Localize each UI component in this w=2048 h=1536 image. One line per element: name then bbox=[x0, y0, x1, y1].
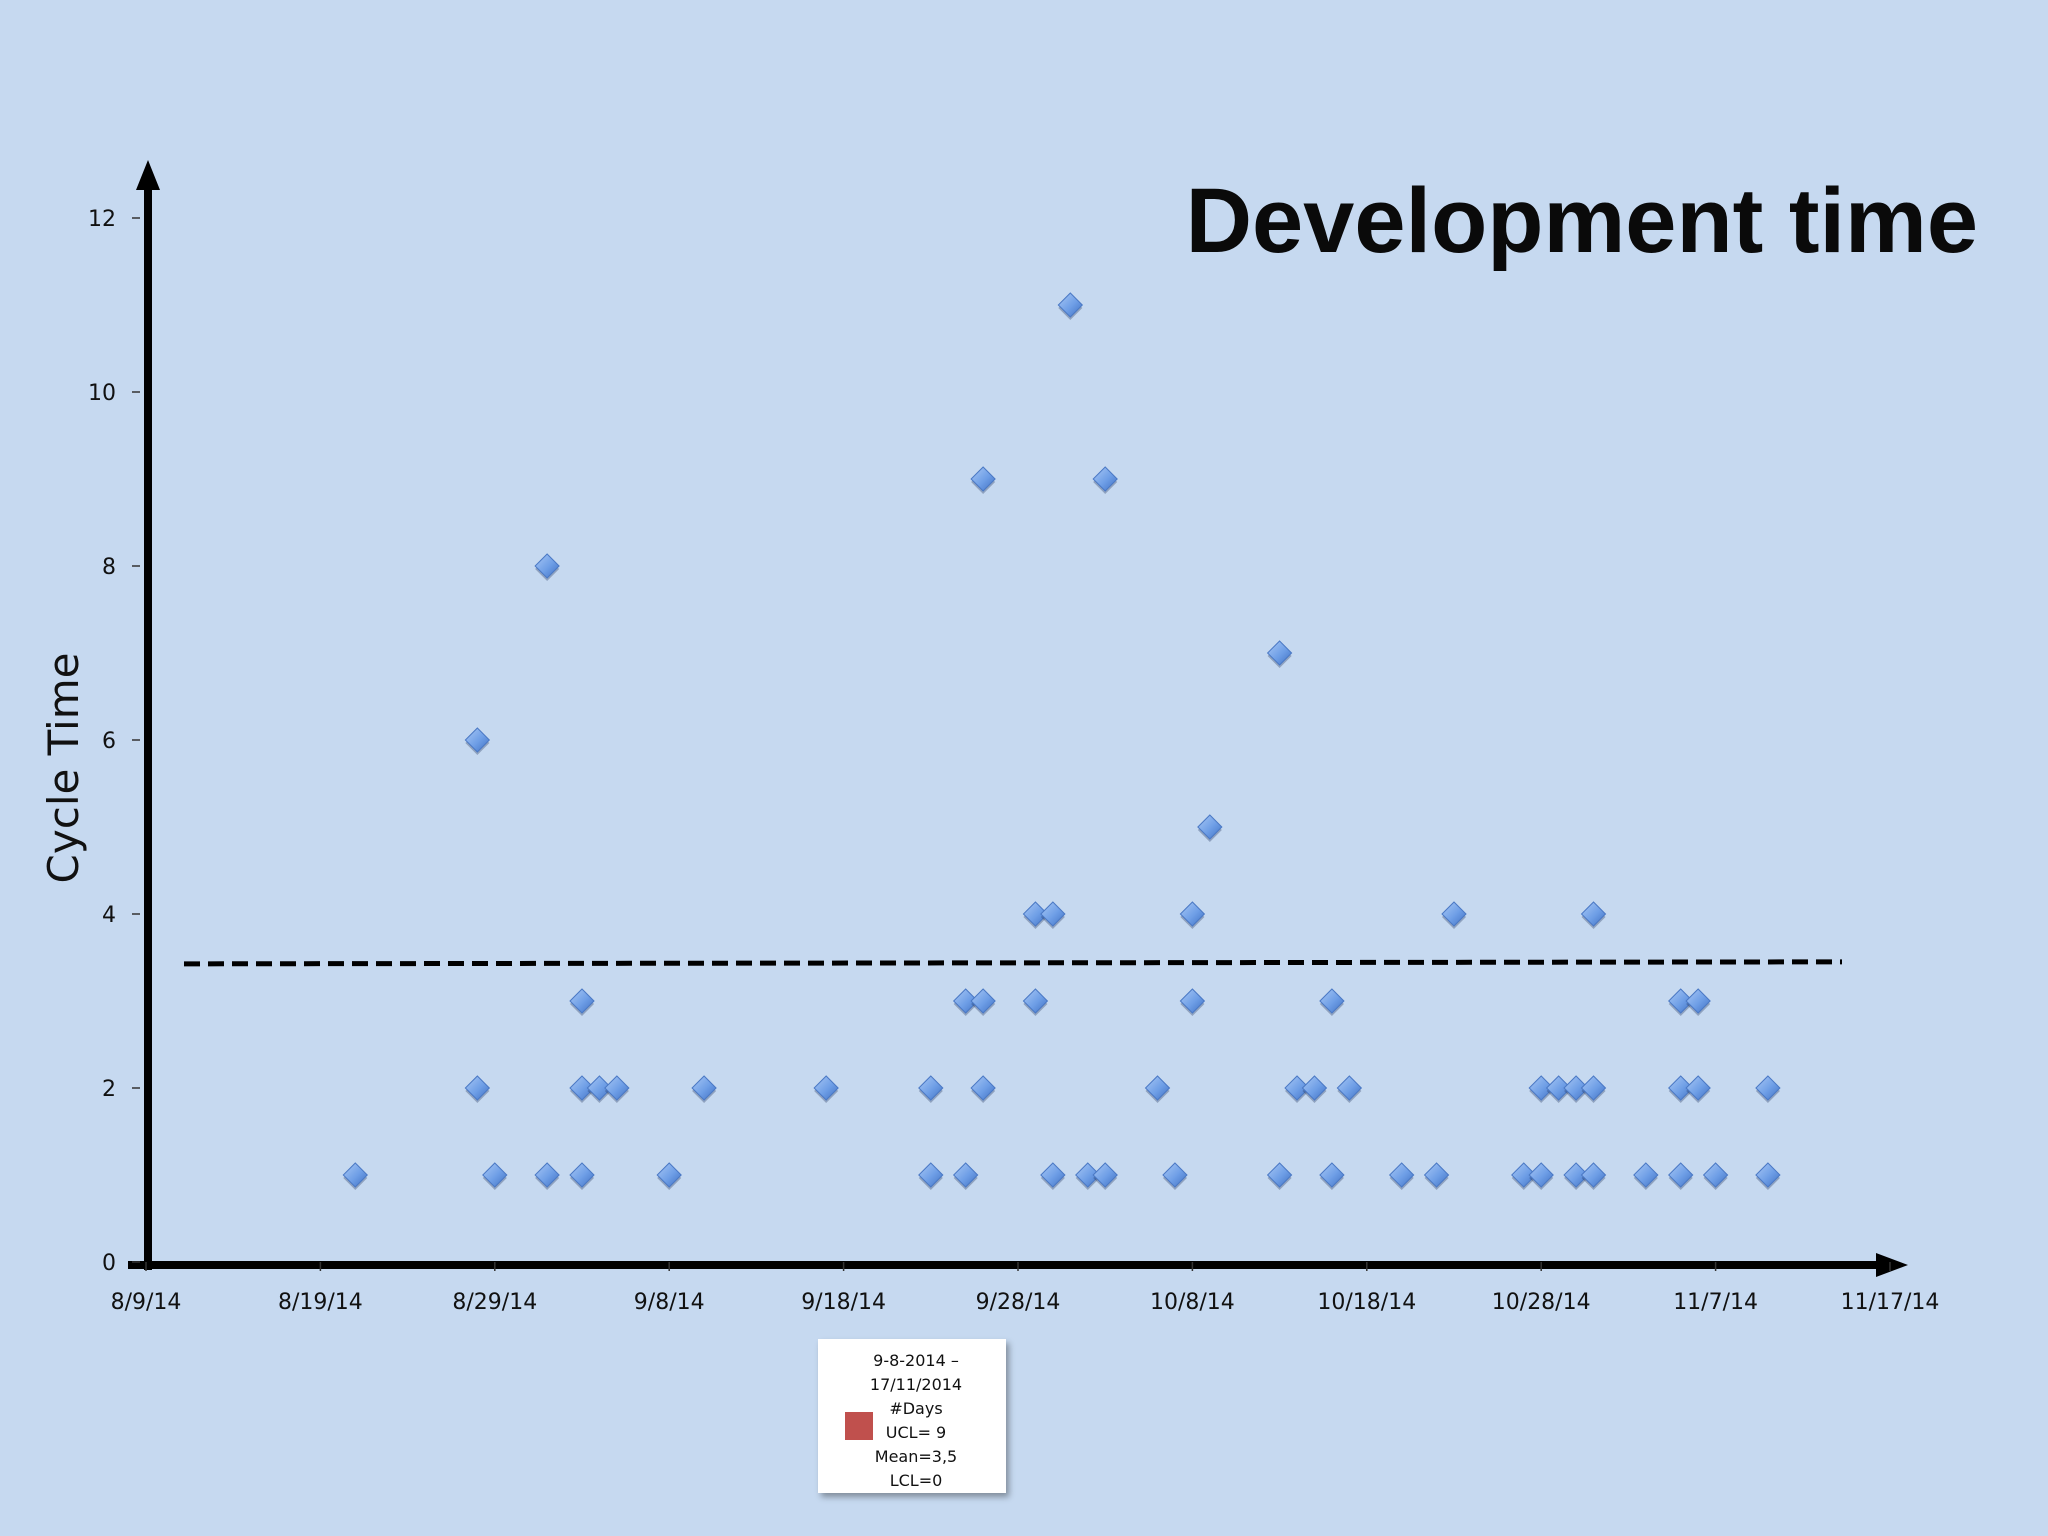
legend-swatch bbox=[845, 1412, 873, 1440]
data-point bbox=[952, 988, 979, 1014]
data-points bbox=[342, 292, 1781, 1190]
data-point bbox=[970, 466, 996, 492]
x-tick-label: 9/8/14 bbox=[634, 1290, 705, 1315]
y-tick-label: 6 bbox=[102, 729, 116, 754]
mean-line bbox=[183, 959, 1843, 967]
data-point bbox=[464, 727, 491, 753]
data-point bbox=[1022, 901, 1049, 927]
data-point bbox=[1528, 1162, 1554, 1188]
data-point bbox=[970, 1075, 996, 1101]
data-point bbox=[1179, 988, 1206, 1014]
data-point bbox=[1633, 1162, 1659, 1188]
data-point bbox=[1057, 292, 1084, 318]
data-point bbox=[1092, 466, 1118, 492]
data-point bbox=[342, 1162, 368, 1188]
data-point bbox=[1075, 1162, 1101, 1188]
data-point bbox=[604, 1075, 630, 1101]
data-point bbox=[569, 988, 595, 1014]
y-tick-label: 2 bbox=[102, 1077, 116, 1102]
data-point bbox=[1563, 1162, 1589, 1188]
data-point bbox=[1301, 1075, 1328, 1101]
data-point bbox=[1319, 1162, 1345, 1188]
data-point bbox=[1266, 640, 1293, 666]
data-point bbox=[1423, 1162, 1450, 1188]
legend-line: 9-8-2014 – bbox=[873, 1351, 959, 1370]
x-tick-label: 10/8/14 bbox=[1150, 1290, 1235, 1315]
data-point bbox=[813, 1075, 839, 1101]
data-point bbox=[1284, 1075, 1310, 1101]
axes bbox=[128, 160, 1908, 1277]
data-point bbox=[1580, 901, 1607, 927]
data-point bbox=[482, 1162, 508, 1188]
data-point bbox=[464, 1075, 491, 1101]
data-point bbox=[1266, 1162, 1293, 1188]
y-axis-title: Cycle Time bbox=[39, 653, 88, 884]
data-point bbox=[1319, 988, 1345, 1014]
data-point bbox=[1668, 1162, 1694, 1188]
data-point bbox=[1197, 814, 1223, 840]
data-point bbox=[1545, 1075, 1572, 1101]
x-tick-label: 9/28/14 bbox=[976, 1290, 1061, 1315]
y-tick-label: 10 bbox=[88, 381, 116, 406]
data-point bbox=[970, 988, 996, 1014]
legend-box: 9-8-2014 – 17/11/2014 #Days UCL= 9 Mean=… bbox=[818, 1339, 1006, 1493]
data-point bbox=[1336, 1075, 1363, 1101]
legend-line: 17/11/2014 bbox=[869, 1375, 963, 1394]
data-point bbox=[1563, 1075, 1589, 1101]
data-point bbox=[1144, 1075, 1171, 1101]
legend-line: UCL= 9 bbox=[885, 1423, 947, 1442]
y-axis-arrow-icon bbox=[136, 160, 160, 190]
x-tick-label: 10/28/14 bbox=[1492, 1290, 1591, 1315]
mean-line-group bbox=[183, 959, 1843, 967]
data-point bbox=[534, 1162, 560, 1188]
data-point bbox=[1179, 901, 1206, 927]
data-point bbox=[1580, 1075, 1607, 1101]
data-point bbox=[1092, 1162, 1118, 1188]
data-point bbox=[1702, 1162, 1729, 1188]
data-point bbox=[586, 1075, 613, 1101]
x-tick-label: 11/7/14 bbox=[1673, 1290, 1758, 1315]
chart-title: Development time bbox=[1186, 170, 1978, 272]
x-tick-label: 8/29/14 bbox=[452, 1290, 537, 1315]
x-tick-label: 11/17/14 bbox=[1841, 1290, 1940, 1315]
y-tick-label: 12 bbox=[88, 207, 116, 232]
data-point bbox=[1685, 1075, 1711, 1101]
data-point bbox=[1580, 1162, 1607, 1188]
data-point bbox=[1040, 1162, 1066, 1188]
axis-ticks: 0 2 4 6 8 10 12 8/9/14 8/19/14 8/29/14 9/8/14 9/18/… bbox=[88, 207, 1939, 1315]
data-point bbox=[918, 1162, 944, 1188]
data-point bbox=[1511, 1162, 1537, 1188]
legend-line: Mean=3,5 bbox=[874, 1447, 958, 1466]
data-point bbox=[656, 1162, 682, 1188]
data-point bbox=[691, 1075, 717, 1101]
data-point bbox=[952, 1162, 979, 1188]
data-point bbox=[1755, 1075, 1781, 1101]
data-point bbox=[1162, 1162, 1188, 1188]
data-point bbox=[569, 1162, 595, 1188]
legend-line: LCL=0 bbox=[889, 1471, 943, 1490]
data-point bbox=[1441, 901, 1467, 927]
data-point bbox=[569, 1075, 595, 1101]
x-tick-label: 8/9/14 bbox=[111, 1290, 182, 1315]
data-point bbox=[1388, 1162, 1415, 1188]
data-point bbox=[1685, 988, 1711, 1014]
x-tick-label: 8/19/14 bbox=[278, 1290, 363, 1315]
y-tick-label: 8 bbox=[102, 555, 116, 580]
data-point bbox=[1668, 988, 1694, 1014]
data-point bbox=[1668, 1075, 1694, 1101]
data-point bbox=[1528, 1075, 1554, 1101]
x-axis-arrow-icon bbox=[1876, 1253, 1908, 1277]
x-tick-label: 9/18/14 bbox=[801, 1290, 886, 1315]
legend-line: #Days bbox=[889, 1399, 943, 1418]
x-tick-label: 10/18/14 bbox=[1317, 1290, 1416, 1315]
data-point bbox=[534, 553, 560, 579]
data-point bbox=[1755, 1162, 1781, 1188]
data-point bbox=[1022, 988, 1049, 1014]
data-point bbox=[1040, 901, 1066, 927]
y-tick-label: 4 bbox=[102, 903, 116, 928]
data-point bbox=[918, 1075, 944, 1101]
y-tick-label: 0 bbox=[102, 1251, 116, 1276]
